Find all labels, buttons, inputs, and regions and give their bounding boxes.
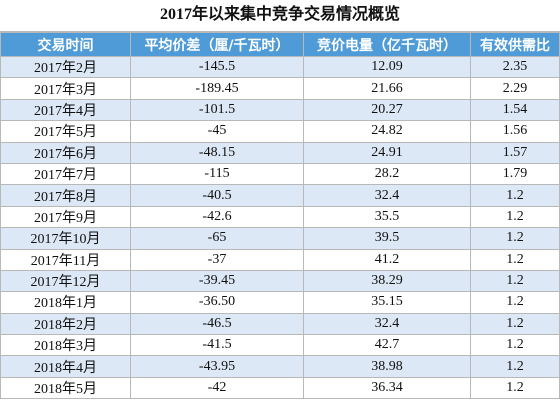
data-row: 2017年5月 -45 24.82 1.56 [0, 120, 560, 143]
table-title: 2017年以来集中竞争交易情况概览 [0, 0, 560, 32]
data-cell: 1.2 [470, 376, 560, 400]
data-cell: 1.79 [470, 162, 560, 186]
data-cell: 1.2 [470, 355, 560, 378]
data-cell: 12.09 [303, 55, 471, 79]
data-cell: 28.2 [303, 162, 471, 186]
data-cell: 2018年2月 [0, 312, 131, 336]
data-cell: -46.5 [130, 312, 304, 336]
data-cell: 1.56 [470, 120, 560, 143]
data-cell: -115 [130, 162, 304, 186]
data-row: 2018年1月 -36.50 35.15 1.2 [0, 291, 560, 314]
data-cell: -101.5 [130, 98, 304, 122]
data-cell: 24.82 [303, 120, 471, 143]
header-cell: 有效供需比 [470, 32, 560, 57]
data-cell: 2017年7月 [0, 162, 131, 186]
data-cell: 1.2 [470, 334, 560, 357]
data-cell: 2.29 [470, 77, 560, 100]
data-cell: 1.2 [470, 184, 560, 207]
data-cell: 1.2 [470, 312, 560, 336]
data-cell: 41.2 [303, 248, 471, 271]
data-cell: -42.6 [130, 205, 304, 229]
data-cell: 2018年5月 [0, 376, 131, 400]
data-row: 2017年3月 -189.45 21.66 2.29 [0, 77, 560, 100]
data-cell: -39.45 [130, 269, 304, 293]
data-cell: -45 [130, 120, 304, 143]
header-cell: 竞价电量（亿千瓦时） [303, 32, 471, 57]
data-row: 2018年5月 -42 36.34 1.2 [0, 376, 560, 400]
data-cell: 2017年3月 [0, 77, 131, 100]
data-cell: 2017年6月 [0, 141, 131, 164]
data-cell: 2017年8月 [0, 184, 131, 207]
data-cell: -40.5 [130, 184, 304, 207]
data-row: 2017年10月 -65 39.5 1.2 [0, 227, 560, 250]
data-cell: -42 [130, 376, 304, 400]
data-cell: 1.2 [470, 248, 560, 271]
data-cell: -41.5 [130, 334, 304, 357]
data-cell: 32.4 [303, 184, 471, 207]
data-cell: -36.50 [130, 291, 304, 314]
data-cell: 2017年11月 [0, 248, 131, 271]
data-row: 2017年8月 -40.5 32.4 1.2 [0, 184, 560, 207]
data-cell: -37 [130, 248, 304, 271]
data-row: 2017年9月 -42.6 35.5 1.2 [0, 205, 560, 229]
data-row: 2018年3月 -41.5 42.7 1.2 [0, 334, 560, 357]
data-cell: 20.27 [303, 98, 471, 122]
data-cell: 1.54 [470, 98, 560, 122]
data-cell: 2018年4月 [0, 355, 131, 378]
data-row: 2017年11月 -37 41.2 1.2 [0, 248, 560, 271]
data-cell: 2.35 [470, 55, 560, 79]
data-cell: 35.15 [303, 291, 471, 314]
data-cell: -145.5 [130, 55, 304, 79]
data-cell: 2017年9月 [0, 205, 131, 229]
data-cell: 1.2 [470, 291, 560, 314]
data-cell: 35.5 [303, 205, 471, 229]
header-row: 交易时间 平均价差（厘/千瓦时） 竞价电量（亿千瓦时） 有效供需比 [0, 32, 560, 57]
data-cell: -43.95 [130, 355, 304, 378]
data-cell: 1.2 [470, 269, 560, 293]
data-cell: 24.91 [303, 141, 471, 164]
data-cell: 36.34 [303, 376, 471, 400]
data-cell: 2018年3月 [0, 334, 131, 357]
data-cell: 1.2 [470, 205, 560, 229]
data-row: 2017年2月 -145.5 12.09 2.35 [0, 55, 560, 79]
data-cell: 1.2 [470, 227, 560, 250]
data-cell: -65 [130, 227, 304, 250]
data-row: 2017年12月 -39.45 38.29 1.2 [0, 269, 560, 293]
data-row: 2017年4月 -101.5 20.27 1.54 [0, 98, 560, 122]
data-cell: 38.29 [303, 269, 471, 293]
data-cell: 21.66 [303, 77, 471, 100]
data-row: 2017年7月 -115 28.2 1.79 [0, 162, 560, 186]
data-cell: 2017年10月 [0, 227, 131, 250]
header-cell: 平均价差（厘/千瓦时） [130, 32, 304, 57]
data-cell: -48.15 [130, 141, 304, 164]
data-cell: 2017年4月 [0, 98, 131, 122]
data-cell: 42.7 [303, 334, 471, 357]
data-cell: 1.57 [470, 141, 560, 164]
data-cell: 2017年12月 [0, 269, 131, 293]
data-cell: 32.4 [303, 312, 471, 336]
data-cell: 38.98 [303, 355, 471, 378]
data-cell: -189.45 [130, 77, 304, 100]
data-table: 交易时间 平均价差（厘/千瓦时） 竞价电量（亿千瓦时） 有效供需比 2017年2月 -1… [0, 32, 560, 400]
data-cell: 2017年5月 [0, 120, 131, 143]
data-row: 2018年4月 -43.95 38.98 1.2 [0, 355, 560, 378]
data-row: 2017年6月 -48.15 24.91 1.57 [0, 141, 560, 164]
data-cell: 39.5 [303, 227, 471, 250]
header-cell: 交易时间 [0, 32, 131, 57]
data-cell: 2018年1月 [0, 291, 131, 314]
data-cell: 2017年2月 [0, 55, 131, 79]
data-row: 2018年2月 -46.5 32.4 1.2 [0, 312, 560, 336]
